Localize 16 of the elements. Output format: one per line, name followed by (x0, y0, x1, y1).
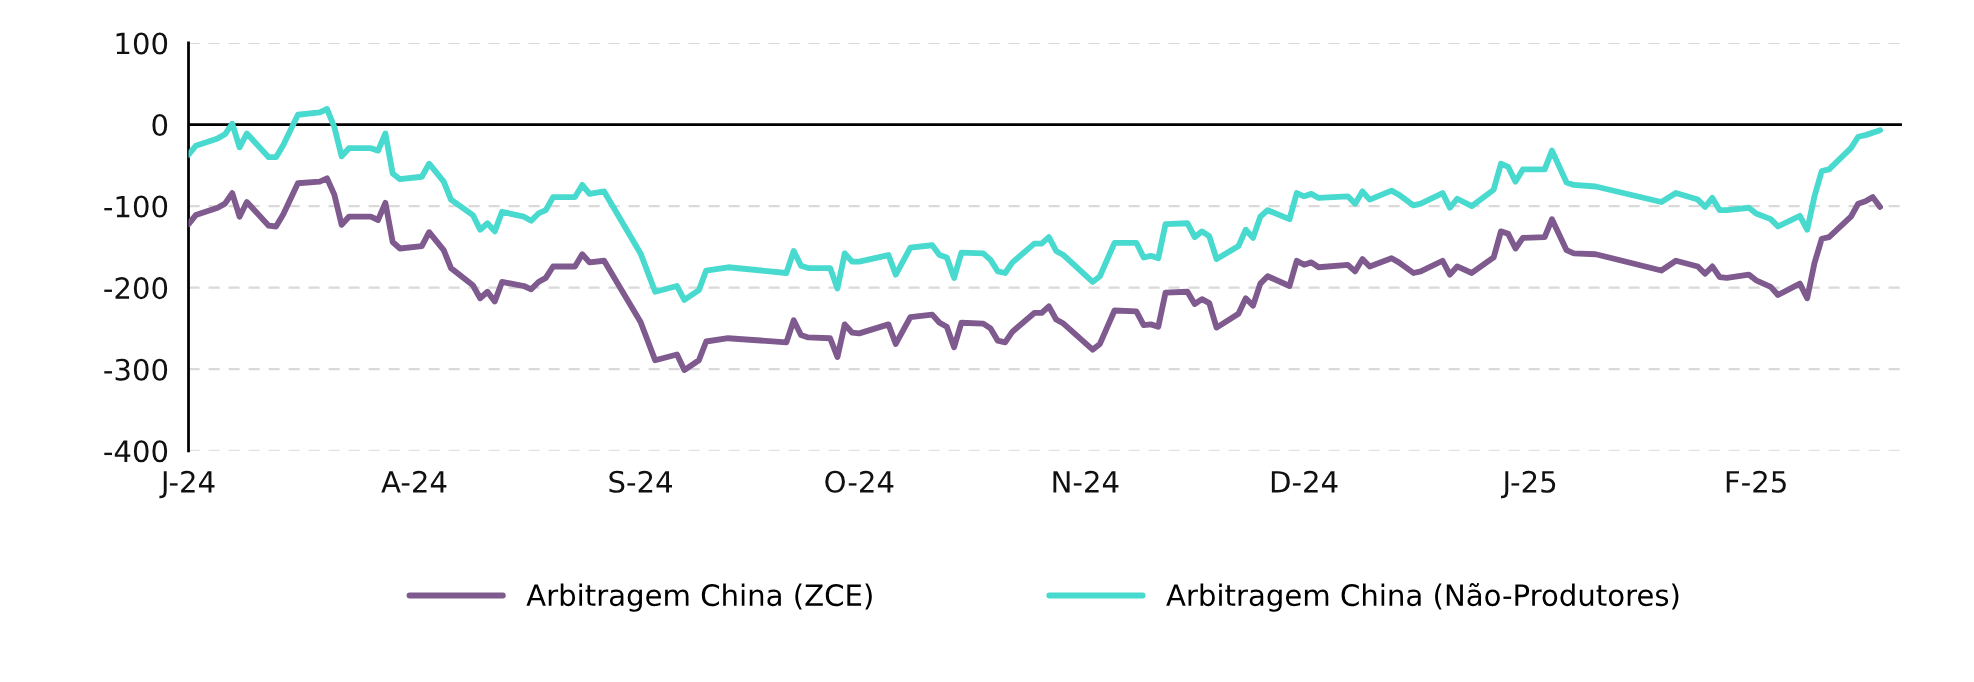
y-tick-label: -200 (104, 277, 168, 300)
x-tick-label: A-24 (381, 470, 447, 493)
y-tick-label: 0 (152, 113, 168, 137)
y-tick-label: -100 (104, 195, 168, 218)
x-tick-label: J-24 (159, 470, 215, 499)
x-tick-label: D-24 (1271, 470, 1338, 493)
x-tick-label: F-25 (1726, 470, 1786, 493)
y-tick-label: -300 (104, 358, 168, 381)
x-tick-label: N-24 (1053, 470, 1119, 493)
y-tick-label: -400 (104, 440, 168, 463)
legend-label: Arbitragem China (ZCE) (526, 583, 872, 612)
x-tick-label: S-24 (609, 470, 673, 493)
x-tick-label: O-24 (825, 470, 894, 493)
x-tick-label: J-25 (1501, 470, 1556, 499)
legend-label: Arbitragem China (Não-Produtores) (1166, 583, 1679, 612)
y-tick-label: 100 (116, 32, 168, 55)
